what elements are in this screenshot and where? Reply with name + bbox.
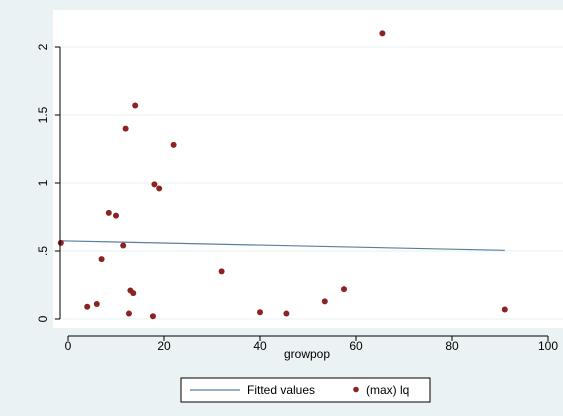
legend-max-lq-label: (max) lq <box>366 383 409 397</box>
data-point-19 <box>321 298 328 305</box>
data-point-10 <box>130 290 137 297</box>
x-tick-label-1: 20 <box>157 339 171 353</box>
data-point-15 <box>170 141 177 148</box>
data-point-13 <box>151 181 158 188</box>
x-tick-label-4: 80 <box>445 339 459 353</box>
data-point-14 <box>156 185 163 192</box>
data-points-layer <box>57 30 508 320</box>
data-point-17 <box>257 309 263 316</box>
data-point-20 <box>341 286 347 293</box>
data-point-3 <box>98 256 105 263</box>
legend-fitted-values-label: Fitted values <box>247 383 315 397</box>
gridlines <box>53 46 563 320</box>
fitted-values-layer <box>60 240 505 251</box>
axes: growpop 0.511.520 20 40 60 80 100 <box>36 43 558 361</box>
y-tick-label-2: 1 <box>36 179 50 186</box>
data-point-16 <box>218 268 225 275</box>
data-point-11 <box>132 102 139 109</box>
data-point-4 <box>105 209 112 216</box>
data-point-6 <box>120 242 127 249</box>
data-point-1 <box>84 303 91 310</box>
data-point-2 <box>93 301 100 308</box>
y-tick-label-1: .5 <box>36 246 50 256</box>
fitted-values-line <box>60 240 505 251</box>
data-point-7 <box>122 125 129 132</box>
y-tick-label-0: 0 <box>36 315 50 322</box>
data-point-8 <box>125 310 132 317</box>
legend-max-lq-swatch <box>353 386 359 393</box>
data-point-5 <box>113 212 119 219</box>
data-point-22 <box>501 306 508 313</box>
x-tick-label-2: 40 <box>253 339 267 353</box>
data-point-18 <box>283 310 290 317</box>
x-tick-label-3: 60 <box>349 339 363 353</box>
legend: Fitted values (max) lq <box>180 377 431 403</box>
y-tick-label-4: 2 <box>36 43 50 50</box>
y-tick-label-3: 1.5 <box>36 106 50 123</box>
data-point-0 <box>57 239 64 246</box>
x-tick-label-5: 100 <box>538 339 558 353</box>
data-point-12 <box>149 313 156 320</box>
x-tick-label-0: 0 <box>65 339 72 353</box>
x-axis-label: growpop <box>284 347 330 361</box>
plot-area <box>53 10 563 328</box>
data-point-21 <box>379 30 386 37</box>
